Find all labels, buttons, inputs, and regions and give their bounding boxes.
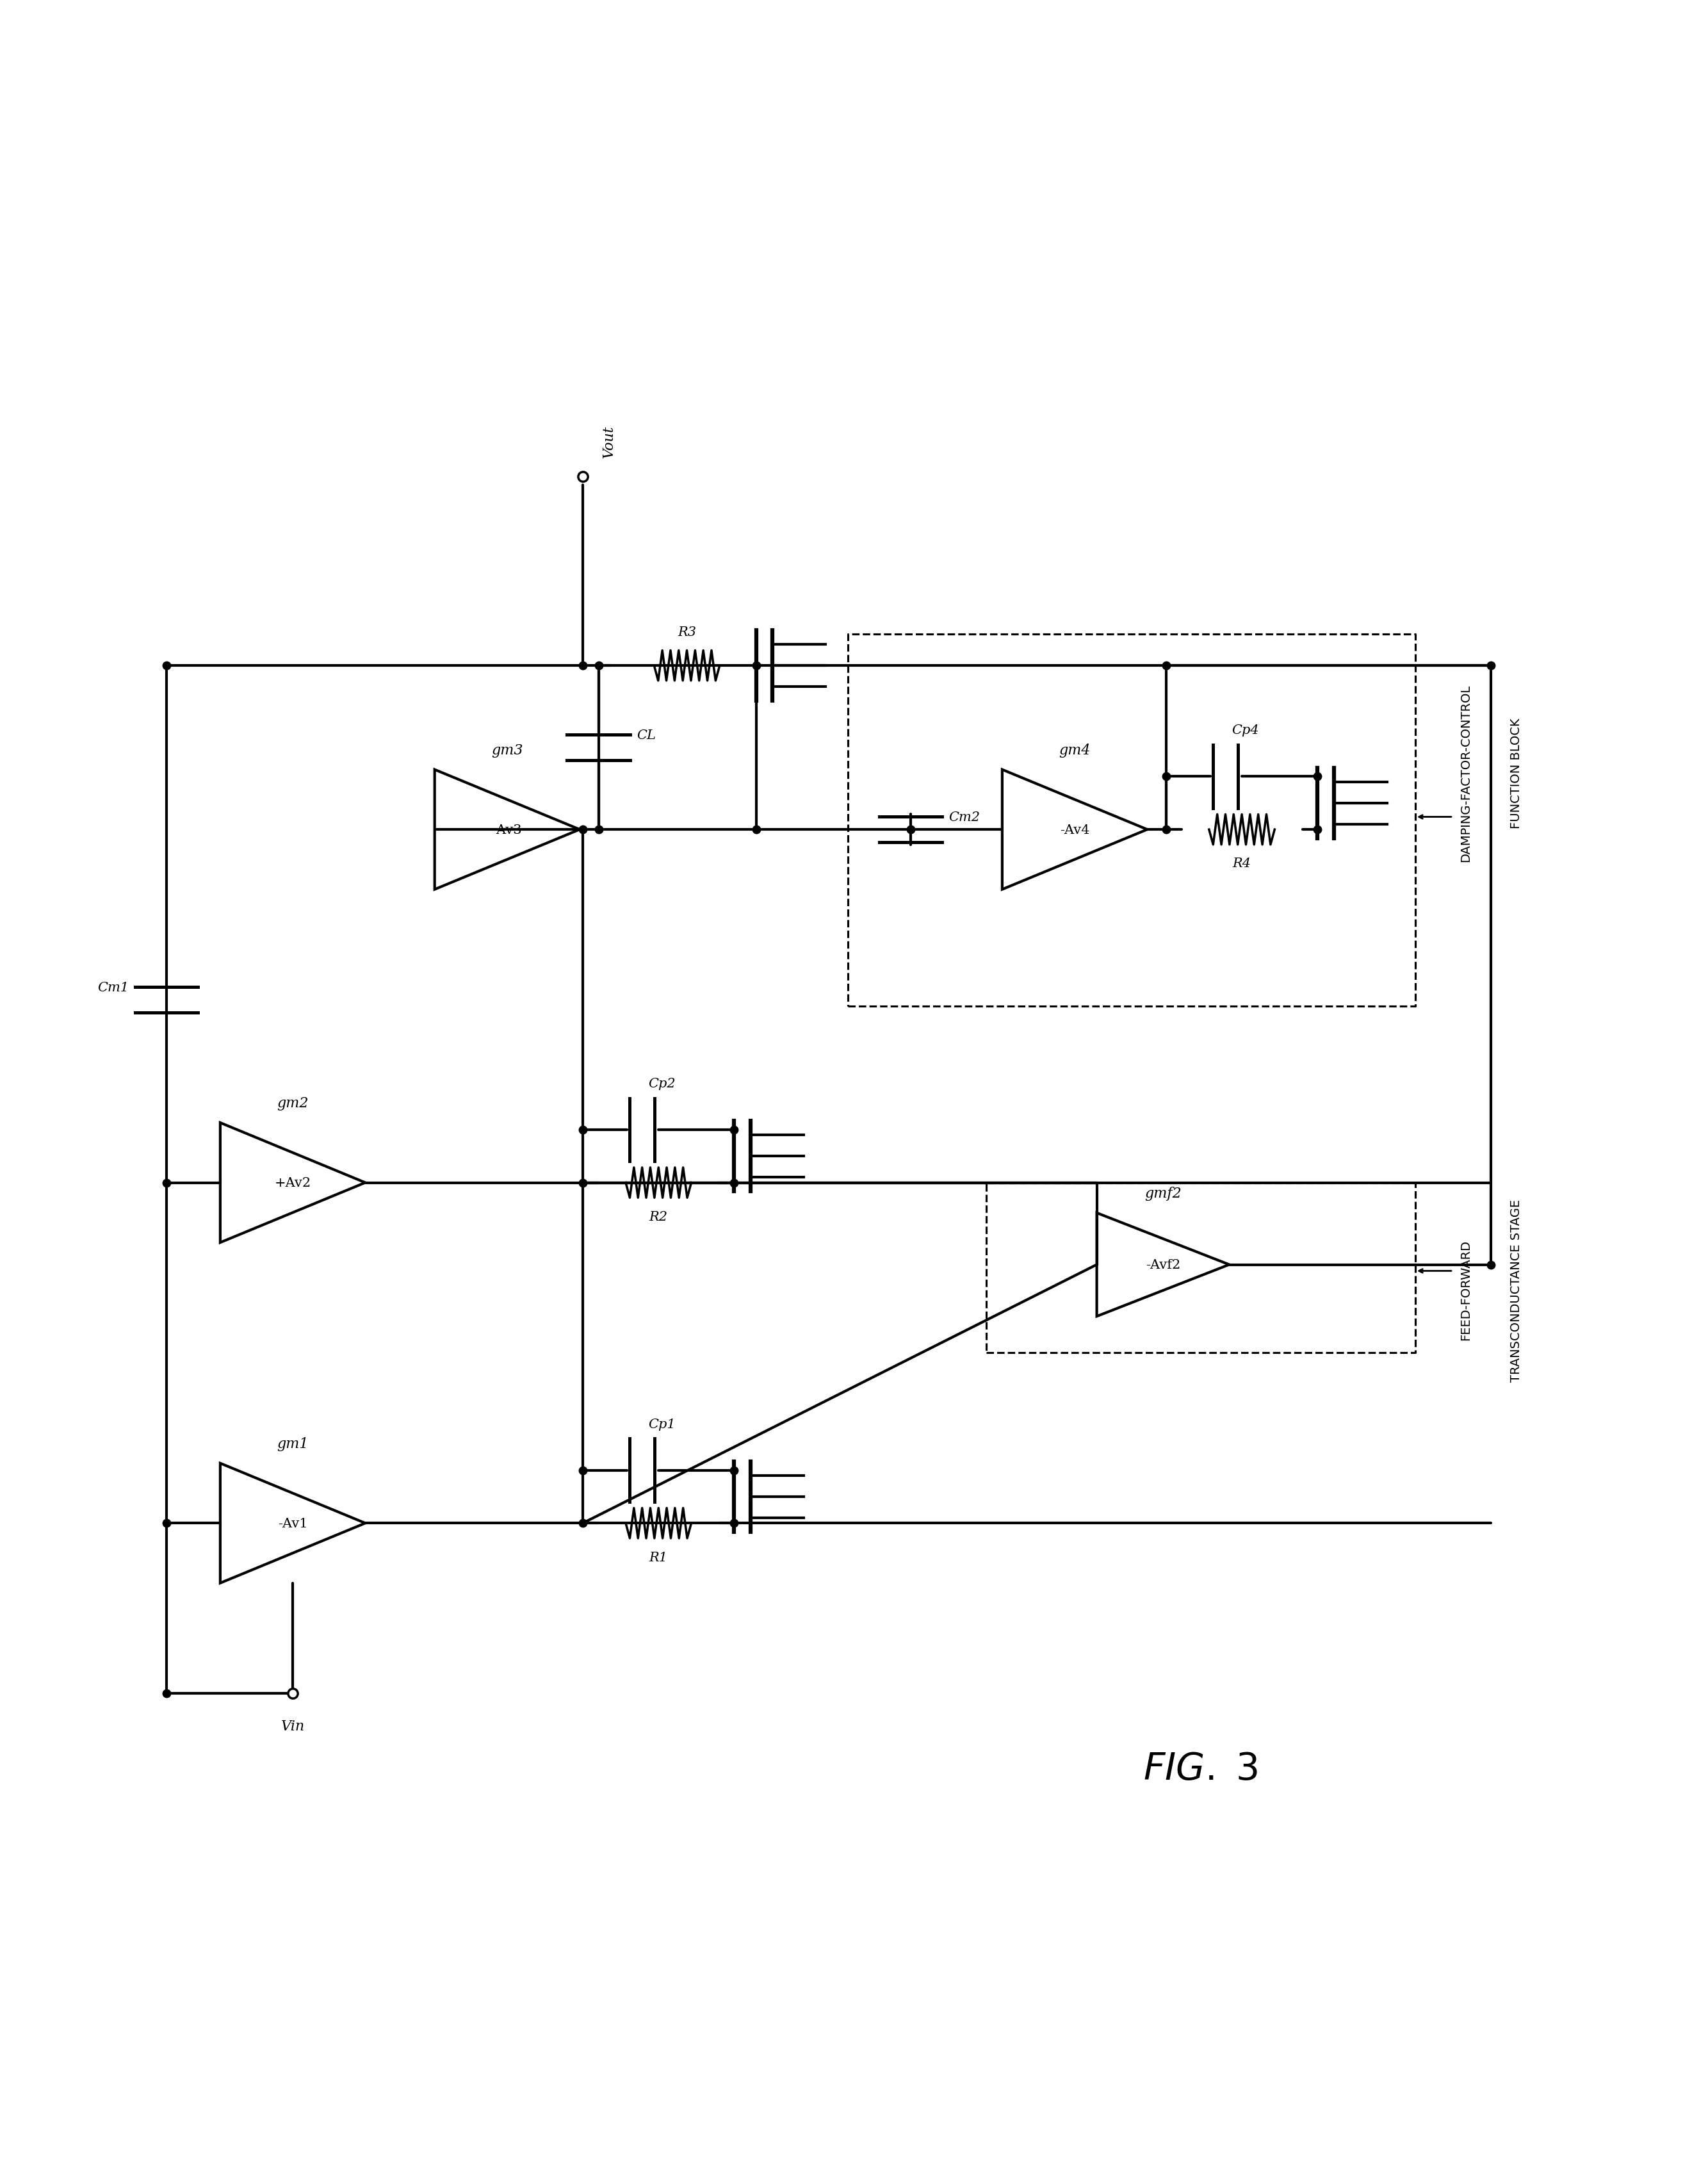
Text: Cp1: Cp1	[649, 1417, 676, 1430]
Text: -Av3: -Av3	[492, 824, 523, 835]
Text: Vin: Vin	[280, 1718, 304, 1733]
Text: CL: CL	[637, 729, 656, 742]
Text: DAMPING-FACTOR-CONTROL: DAMPING-FACTOR-CONTROL	[1459, 684, 1472, 861]
Text: gm3: gm3	[492, 742, 523, 757]
Text: R2: R2	[649, 1210, 668, 1223]
Text: gm1: gm1	[277, 1437, 309, 1450]
Text: FEED-FORWARD: FEED-FORWARD	[1459, 1240, 1472, 1340]
Text: R3: R3	[678, 625, 697, 638]
Text: $\it{FIG.\ 3}$: $\it{FIG.\ 3}$	[1143, 1751, 1259, 1787]
Text: Cm1: Cm1	[97, 982, 128, 993]
Text: TRANSCONDUCTANCE STAGE: TRANSCONDUCTANCE STAGE	[1510, 1199, 1522, 1381]
Text: Cp4: Cp4	[1231, 725, 1259, 736]
Text: -Avf2: -Avf2	[1146, 1259, 1180, 1270]
Text: FUNCTION BLOCK: FUNCTION BLOCK	[1510, 718, 1522, 829]
Text: Vout: Vout	[601, 426, 617, 459]
Text: R1: R1	[649, 1552, 668, 1562]
Text: Cp2: Cp2	[649, 1078, 676, 1088]
Text: Cm2: Cm2	[948, 812, 980, 824]
Text: +Av2: +Av2	[275, 1177, 311, 1188]
Text: -Av4: -Av4	[1061, 824, 1090, 835]
Text: gm2: gm2	[277, 1097, 309, 1110]
Text: gm4: gm4	[1059, 742, 1091, 757]
Text: gmf2: gmf2	[1144, 1186, 1182, 1201]
Text: R4: R4	[1233, 857, 1252, 870]
Text: -Av1: -Av1	[278, 1517, 307, 1530]
